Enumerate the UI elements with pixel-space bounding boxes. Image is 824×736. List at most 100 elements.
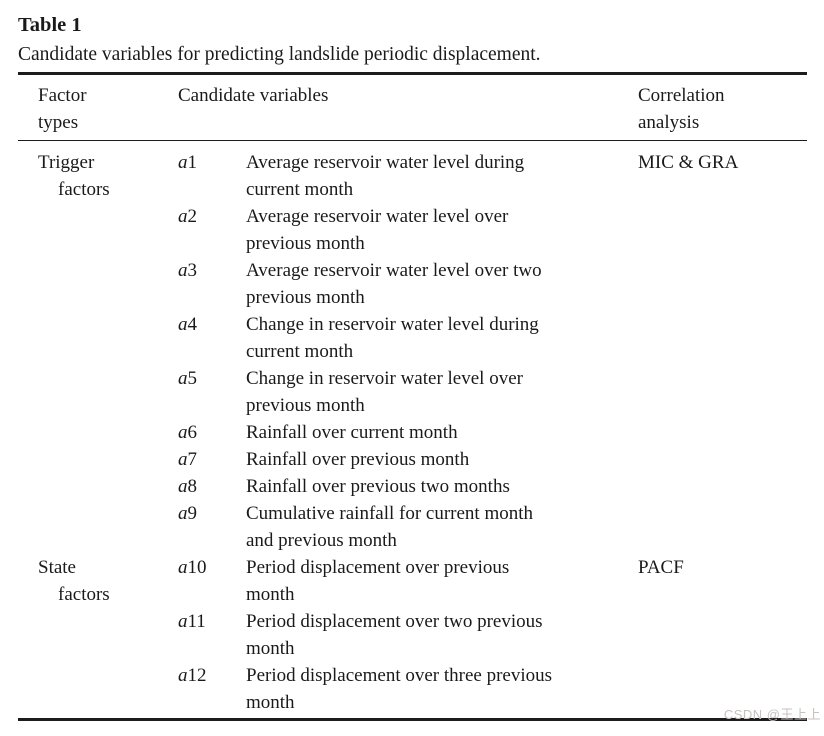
factor-type-cell xyxy=(18,608,178,662)
variable-id: a4 xyxy=(178,311,246,365)
col-header-correlation-analysis: Correlation analysis xyxy=(638,82,807,136)
bottom-rule xyxy=(18,718,807,721)
correlation-cell xyxy=(638,311,807,365)
variable-id: a12 xyxy=(178,662,246,716)
variable-description: Period displacement over three previous m… xyxy=(246,662,638,716)
variable-description-line: Change in reservoir water level over xyxy=(246,368,523,389)
table-row: a6 Rainfall over current month xyxy=(18,419,807,446)
correlation-cell xyxy=(638,257,807,311)
variable-id-number: 2 xyxy=(187,206,198,227)
factor-type-label: State xyxy=(38,557,76,578)
table-row: a5 Change in reservoir water level over pr… xyxy=(18,365,807,419)
variable-id-number: 12 xyxy=(187,665,207,686)
factor-type-cell xyxy=(18,419,178,446)
variable-id-letter: a xyxy=(178,314,188,335)
table-row: a2 Average reservoir water level over prev… xyxy=(18,203,807,257)
factor-type-cell xyxy=(18,203,178,257)
variable-id-letter: a xyxy=(178,557,188,578)
variable-id-number: 1 xyxy=(187,152,198,173)
correlation-cell xyxy=(638,473,807,500)
factor-type-label: Trigger xyxy=(38,152,95,173)
variable-description: Rainfall over previous month xyxy=(246,446,638,473)
variable-description: Cumulative rainfall for current month and… xyxy=(246,500,638,554)
variable-description-line: Period displacement over previous xyxy=(246,557,510,578)
table-row: State factors a10 Period displacement over … xyxy=(18,554,807,608)
correlation-cell xyxy=(638,419,807,446)
variable-description-line: Period displacement over two previous xyxy=(246,611,543,632)
table-row: a7 Rainfall over previous month xyxy=(18,446,807,473)
correlation-cell: MIC & GRA xyxy=(638,149,807,203)
col-header-correlation-line1: Correlation xyxy=(638,84,725,106)
factor-type-cell xyxy=(18,311,178,365)
variable-description-line: Average reservoir water level during xyxy=(246,152,525,173)
factor-type-cell xyxy=(18,365,178,419)
variable-id-number: 8 xyxy=(187,476,198,497)
variable-description: Average reservoir water level during curr… xyxy=(246,149,638,203)
variable-id-letter: a xyxy=(178,611,188,632)
table-title: Table 1 xyxy=(18,14,82,36)
variable-id: a1 xyxy=(178,149,246,203)
variable-id-number: 9 xyxy=(187,503,198,524)
variable-id-number: 11 xyxy=(187,611,206,632)
factor-type-cell: Trigger factors xyxy=(18,149,178,203)
correlation-cell xyxy=(638,608,807,662)
variable-description-line: previous month xyxy=(246,233,365,254)
variable-description-line: month xyxy=(246,692,295,713)
correlation-cell xyxy=(638,446,807,473)
correlation-label: MIC & GRA xyxy=(638,152,739,173)
table-body: Trigger factors a1 Average reservoir water … xyxy=(18,141,807,718)
correlation-cell xyxy=(638,365,807,419)
variable-description: Change in reservoir water level during cu… xyxy=(246,311,638,365)
col-header-candidate-variables: Candidate variables xyxy=(178,84,329,106)
variable-id-number: 6 xyxy=(187,422,198,443)
variable-description-line: Average reservoir water level over xyxy=(246,206,509,227)
variable-description-line: month xyxy=(246,638,295,659)
watermark: CSDN @王上上 xyxy=(723,707,821,722)
variable-id: a5 xyxy=(178,365,246,419)
variable-description: Average reservoir water level over previo… xyxy=(246,203,638,257)
variable-description: Rainfall over previous two months xyxy=(246,473,638,500)
col-header-correlation-line2: analysis xyxy=(638,111,700,133)
col-header-factor-types-line2: types xyxy=(38,111,79,133)
table-row: a11 Period displacement over two previous… xyxy=(18,608,807,662)
variable-description: Rainfall over current month xyxy=(246,419,638,446)
variable-id: a10 xyxy=(178,554,246,608)
factor-type-cell xyxy=(18,662,178,716)
variable-description: Change in reservoir water level over prev… xyxy=(246,365,638,419)
top-rule xyxy=(18,72,807,75)
variable-id-letter: a xyxy=(178,152,188,173)
header-row: Factor types Candidate variables Correla… xyxy=(18,75,807,140)
correlation-cell xyxy=(638,203,807,257)
factor-type-cell xyxy=(18,257,178,311)
factor-type-cell xyxy=(18,500,178,554)
factor-type-cell: State factors xyxy=(18,554,178,608)
factor-type-label: factors xyxy=(58,179,110,200)
table-caption: Candidate variables for predicting lands… xyxy=(18,44,541,65)
correlation-label: PACF xyxy=(638,557,684,578)
variable-id-letter: a xyxy=(178,206,188,227)
variable-id-letter: a xyxy=(178,368,188,389)
factor-type-label: factors xyxy=(58,584,110,605)
variable-id: a3 xyxy=(178,257,246,311)
variable-description: Period displacement over two previous mon… xyxy=(246,608,638,662)
col-header-factor-types: Factor types xyxy=(18,82,178,136)
variable-id-letter: a xyxy=(178,476,188,497)
variable-description-line: Average reservoir water level over two xyxy=(246,260,542,281)
table-row: Trigger factors a1 Average reservoir water … xyxy=(18,149,807,203)
variable-description-line: and previous month xyxy=(246,530,397,551)
variable-id-number: 5 xyxy=(187,368,198,389)
variable-description-line: Cumulative rainfall for current month xyxy=(246,503,534,524)
variable-description-line: Rainfall over previous two months xyxy=(246,476,510,497)
variable-description: Average reservoir water level over two pr… xyxy=(246,257,638,311)
variable-id: a7 xyxy=(178,446,246,473)
variable-description-line: current month xyxy=(246,179,354,200)
variable-id-letter: a xyxy=(178,449,188,470)
col-header-factor-types-line1: Factor xyxy=(38,84,87,106)
variable-id: a2 xyxy=(178,203,246,257)
variable-id-number: 7 xyxy=(187,449,198,470)
factor-type-cell xyxy=(18,473,178,500)
variable-id: a9 xyxy=(178,500,246,554)
table-row: a3 Average reservoir water level over two… xyxy=(18,257,807,311)
factor-type-cell xyxy=(18,446,178,473)
